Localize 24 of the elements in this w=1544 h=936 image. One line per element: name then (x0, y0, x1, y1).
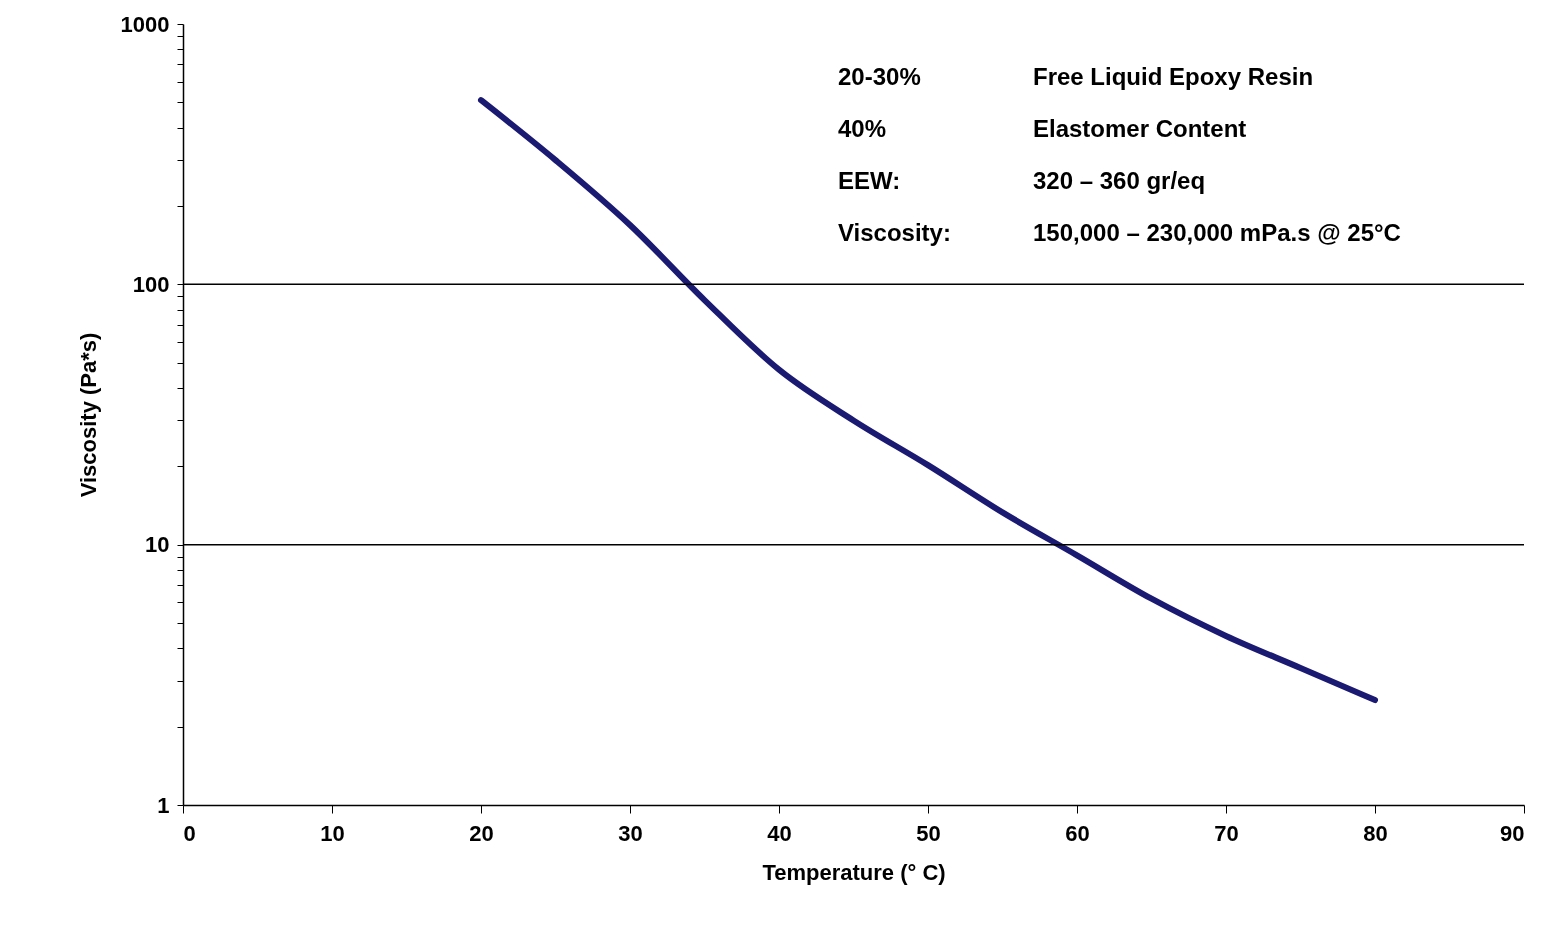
y-tick-label: 10 (145, 532, 170, 558)
annotation: 150,000 – 230,000 mPa.s @ 25°C (1033, 219, 1401, 246)
x-tick-label: 40 (767, 820, 792, 846)
x-tick-label: 50 (916, 820, 941, 846)
y-axis-title: Viscosity (Pa*s) (75, 332, 101, 498)
annotation: Viscosity: (838, 219, 951, 246)
x-axis-title: Temperature (° C) (762, 859, 946, 885)
annotation: 40% (838, 115, 887, 142)
annotation: Elastomer Content (1033, 115, 1247, 142)
x-tick-label: 0 (183, 820, 196, 846)
x-tick-label: 10 (320, 820, 345, 846)
annotation: 20-30% (838, 63, 921, 90)
y-tick-label: 1000 (120, 11, 170, 37)
x-tick-label: 90 (1500, 820, 1525, 846)
x-tick-label: 60 (1065, 820, 1090, 846)
y-tick-label: 100 (132, 271, 170, 297)
x-tick-label: 20 (469, 820, 494, 846)
x-tick-label: 80 (1363, 820, 1388, 846)
annotation: EEW: (838, 167, 901, 194)
x-tick-label: 70 (1214, 820, 1239, 846)
x-tick-label: 30 (618, 820, 643, 846)
annotation: 320 – 360 gr/eq (1033, 167, 1206, 194)
y-tick-label: 1 (157, 792, 170, 818)
annotation: Free Liquid Epoxy Resin (1033, 63, 1314, 90)
